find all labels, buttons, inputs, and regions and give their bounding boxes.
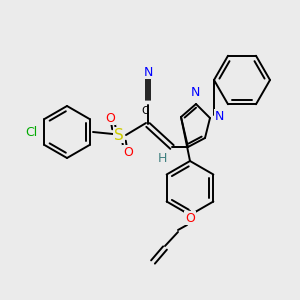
Text: Cl: Cl [26, 125, 38, 139]
Text: C: C [141, 106, 149, 116]
Text: O: O [105, 112, 115, 124]
Text: H: H [157, 152, 167, 166]
Text: N: N [215, 110, 224, 122]
Text: S: S [114, 128, 124, 142]
Text: O: O [185, 212, 195, 224]
Text: O: O [123, 146, 133, 158]
Text: N: N [143, 65, 153, 79]
Text: N: N [190, 86, 200, 99]
